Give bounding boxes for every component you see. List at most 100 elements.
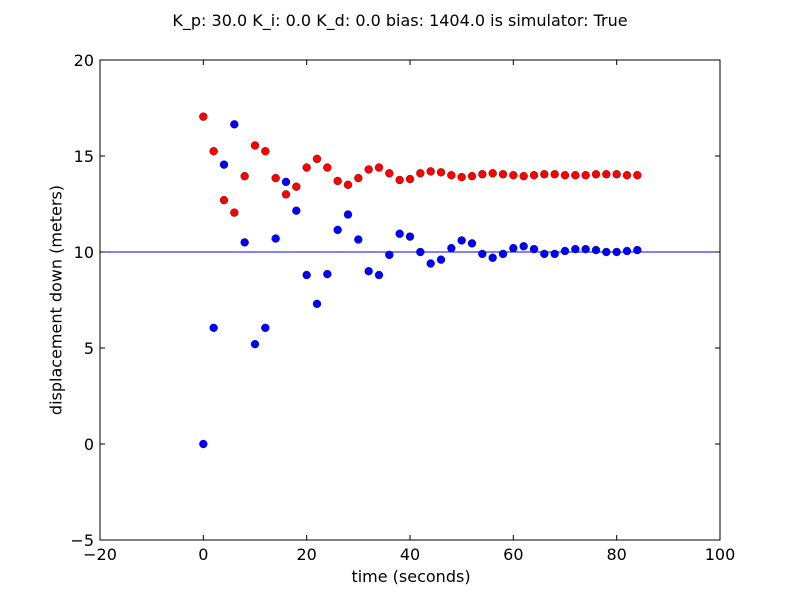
data-point-series-2 (250, 141, 260, 150)
data-point-series-2 (219, 196, 229, 205)
x-axis-label: time (seconds) (351, 567, 471, 586)
x-tick-label: −20 (83, 545, 117, 564)
data-point-series-2 (230, 208, 239, 217)
data-point-series-1 (478, 249, 487, 259)
data-point-series-1 (540, 249, 549, 259)
data-point-series-2 (602, 170, 611, 179)
data-point-series-2 (323, 163, 332, 172)
data-point-series-1 (581, 244, 590, 254)
x-tick-label: 100 (705, 545, 736, 564)
data-point-series-2 (209, 147, 218, 156)
y-axis-label: displacement down (meters) (46, 184, 66, 416)
data-point-series-1 (622, 246, 632, 256)
data-point-series-2 (581, 171, 590, 180)
data-point-series-2 (364, 165, 373, 174)
data-point-series-2 (395, 175, 404, 185)
data-point-series-2 (312, 154, 322, 164)
y-tick-label: 15 (74, 147, 94, 166)
data-point-series-2 (416, 169, 425, 178)
data-point-series-1 (550, 249, 559, 259)
data-point-series-1 (374, 270, 384, 280)
data-point-series-2 (374, 163, 384, 172)
data-point-series-1 (436, 255, 446, 264)
x-tick-label: 20 (296, 545, 316, 564)
data-point-series-2 (261, 147, 270, 156)
data-point-series-1 (519, 242, 528, 251)
data-point-series-2 (302, 163, 311, 172)
data-point-series-1 (385, 250, 394, 260)
data-point-series-1 (426, 259, 435, 268)
data-point-series-2 (540, 170, 549, 179)
data-point-series-1 (343, 210, 353, 219)
plot-area (99, 59, 721, 541)
data-point-series-1 (250, 340, 260, 349)
data-point-series-1 (457, 236, 466, 245)
data-point-series-2 (385, 169, 394, 178)
data-point-series-1 (323, 269, 332, 279)
data-point-series-2 (271, 173, 280, 183)
data-point-series-1 (529, 244, 539, 254)
data-point-series-2 (488, 169, 497, 178)
data-point-series-2 (560, 171, 570, 180)
data-point-series-1 (312, 299, 322, 308)
data-point-series-2 (550, 170, 559, 179)
data-point-series-1 (571, 244, 580, 254)
chart-title: K_p: 30.0 K_i: 0.0 K_d: 0.0 bias: 1404.0… (172, 11, 628, 30)
data-point-series-1 (354, 235, 363, 244)
data-point-series-2 (292, 182, 301, 191)
data-point-series-1 (633, 245, 642, 255)
data-point-series-2 (343, 180, 353, 189)
y-tick-label: 20 (74, 51, 94, 70)
data-point-series-2 (199, 112, 208, 121)
data-point-series-2 (436, 168, 446, 177)
data-point-series-1 (199, 439, 208, 449)
data-point-series-2 (281, 190, 291, 199)
y-tick-label: 5 (84, 339, 94, 358)
data-point-series-1 (405, 232, 415, 241)
data-point-series-2 (509, 171, 518, 180)
data-point-series-2 (405, 174, 415, 184)
data-point-series-1 (602, 247, 611, 257)
data-point-series-1 (488, 253, 497, 262)
data-point-series-1 (395, 229, 404, 238)
data-point-series-1 (416, 247, 425, 257)
data-point-series-2 (333, 176, 342, 186)
data-point-series-1 (591, 245, 601, 255)
data-point-series-1 (467, 239, 477, 248)
x-tick-label: 40 (400, 545, 420, 564)
data-point-series-2 (478, 170, 487, 179)
data-point-series-1 (209, 323, 218, 332)
data-point-series-2 (519, 172, 528, 181)
data-point-series-2 (426, 167, 435, 176)
data-point-series-1 (560, 246, 570, 256)
data-point-series-2 (447, 171, 456, 180)
data-point-series-2 (529, 171, 539, 180)
data-point-series-1 (292, 206, 301, 215)
data-point-series-1 (281, 177, 291, 187)
y-tick-label: 0 (84, 435, 94, 454)
data-point-series-2 (571, 171, 580, 180)
data-point-series-2 (633, 171, 642, 180)
data-point-series-1 (261, 323, 270, 332)
data-point-series-1 (230, 120, 239, 129)
data-point-series-1 (498, 249, 508, 259)
data-point-series-2 (457, 172, 466, 182)
data-point-series-1 (364, 267, 373, 276)
y-tick-label: −5 (70, 531, 94, 550)
data-point-series-1 (447, 244, 456, 253)
data-point-series-1 (240, 238, 249, 247)
y-tick-label: 10 (74, 243, 94, 262)
data-point-series-2 (467, 172, 477, 181)
data-point-series-1 (302, 270, 311, 280)
data-point-series-2 (240, 172, 249, 181)
data-point-series-1 (219, 160, 229, 169)
x-tick-label: 60 (503, 545, 523, 564)
x-tick-label: 80 (606, 545, 626, 564)
data-point-series-1 (271, 234, 280, 243)
data-point-series-2 (498, 170, 508, 179)
data-point-series-2 (612, 170, 621, 179)
x-tick-label: 0 (198, 545, 208, 564)
data-point-series-1 (509, 244, 518, 253)
data-point-series-1 (333, 225, 342, 235)
